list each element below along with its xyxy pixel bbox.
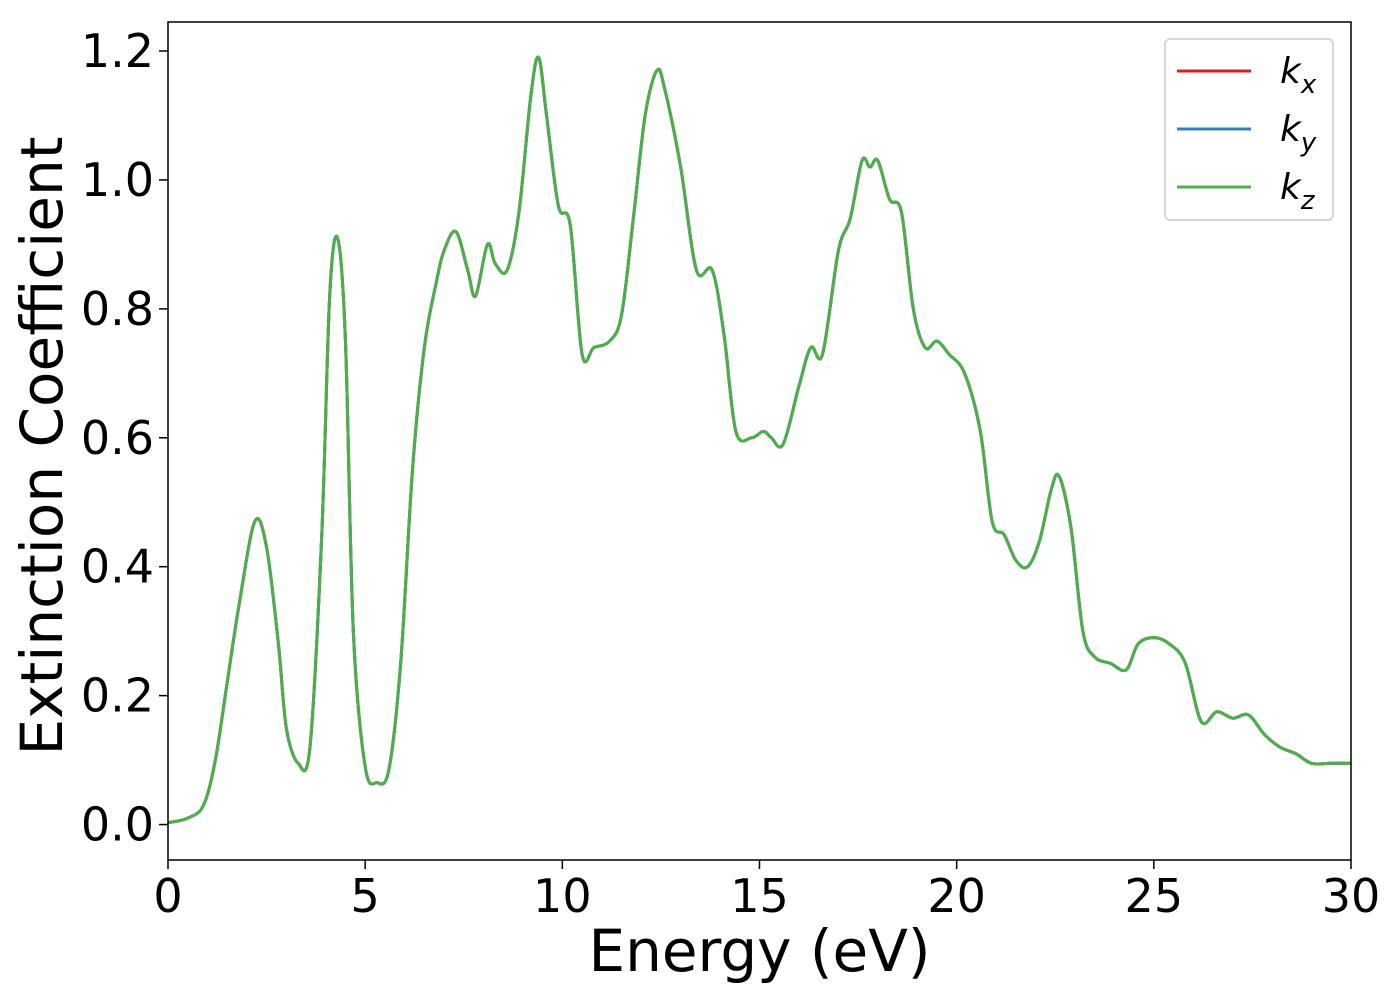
x-tick-label: 20 <box>927 869 986 923</box>
series-line-z <box>168 55 1351 825</box>
x-tick-label: 5 <box>351 869 380 923</box>
x-tick-label: 30 <box>1322 869 1381 923</box>
y-tick-label: 0.4 <box>81 540 154 594</box>
x-axis-title: Energy (eV) <box>588 917 930 985</box>
y-tick-label: 0.2 <box>81 669 154 723</box>
plot-lines <box>168 55 1351 825</box>
legend-label-z: kz <box>1280 167 1316 216</box>
y-tick-label: 1.0 <box>81 153 154 207</box>
x-tick-label: 0 <box>153 869 182 923</box>
x-tick-label: 25 <box>1125 869 1184 923</box>
y-tick-label: 0.0 <box>81 798 154 852</box>
legend-label-y: ky <box>1280 109 1317 158</box>
y-tick-label: 0.8 <box>81 282 154 336</box>
x-tick-label: 15 <box>730 869 789 923</box>
x-tick-label: 10 <box>533 869 592 923</box>
y-tick-label: 1.2 <box>81 24 154 78</box>
y-axis-ticks: 0.0 0.2 0.4 0.6 0.8 1.0 1.2 <box>81 24 168 852</box>
legend: kx ky kz <box>1164 38 1334 221</box>
y-axis-title: Extinction Coefficient <box>8 137 76 756</box>
x-axis-ticks: 0 5 10 15 20 25 30 <box>153 860 1380 923</box>
y-tick-label: 0.6 <box>81 411 154 465</box>
legend-label-x: kx <box>1280 51 1317 100</box>
